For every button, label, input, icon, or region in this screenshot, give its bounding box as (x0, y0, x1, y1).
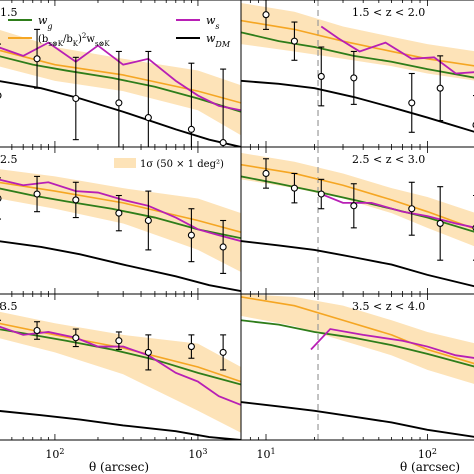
plot-area (0, 302, 241, 440)
panel-bottom-left: z < 3.5 (0, 293, 242, 441)
panel-label: 3.5 < z < 4.0 (352, 300, 425, 313)
series-cross (241, 163, 474, 230)
data-point (72, 328, 80, 348)
panels: z < 1.5 1.5 < z < 2.0 z < 2.5 2.5 < z < 3.0… (0, 0, 474, 441)
x-tick-label-right-100: 102 (418, 447, 437, 462)
panel-top-right: 1.5 < z < 2.0 (240, 0, 474, 148)
data-point (0, 43, 2, 147)
data-point (187, 208, 195, 263)
data-point (187, 334, 195, 359)
series-wDM (0, 80, 241, 147)
data-point (72, 56, 80, 141)
data-point (219, 334, 227, 371)
data-point (290, 172, 298, 204)
panel-label: z < 2.5 (0, 153, 18, 166)
data-point (290, 21, 298, 61)
data-point (262, 158, 270, 189)
data-point (408, 181, 416, 236)
panel-middle-left: z < 2.5 (0, 146, 242, 295)
legend-band-swatch (114, 158, 136, 168)
data-point (219, 219, 227, 274)
data-point (33, 175, 41, 213)
series-wS (0, 325, 241, 406)
panel-label: 1.5 < z < 2.0 (352, 6, 425, 19)
series-wDM (241, 401, 474, 438)
data-point (436, 55, 444, 122)
x-axis-label-right: θ (arcsec) (400, 460, 460, 474)
data-point (436, 186, 444, 261)
data-point (317, 178, 325, 210)
legend-wS: ws (206, 14, 220, 31)
series-wDM (0, 410, 241, 440)
x-tick-label-right-10: 101 (256, 447, 275, 462)
data-point (115, 50, 123, 147)
series-cross (241, 296, 474, 365)
data-point (144, 50, 152, 147)
legend-wg: wg (38, 14, 53, 31)
plot-area (0, 28, 241, 147)
band-1sigma (0, 30, 241, 136)
plot-area (241, 147, 474, 294)
data-point (72, 181, 80, 219)
x-tick-label-left-100: 102 (45, 447, 64, 462)
series-wS (320, 25, 474, 75)
data-point (317, 46, 325, 107)
panel-middle-right: 2.5 < z < 3.0 (240, 146, 474, 295)
series-wDM (241, 240, 474, 288)
legend-wDM: wDM (206, 32, 231, 49)
series-wS (0, 178, 241, 242)
data-point (219, 68, 227, 147)
panel-label: z < 3.5 (0, 300, 18, 313)
series-cross (0, 181, 241, 234)
data-point (0, 177, 2, 220)
band-1sigma (0, 311, 241, 433)
data-point (33, 28, 41, 89)
series-wS (320, 193, 474, 229)
data-point (144, 334, 152, 371)
x-tick-label-left-1000: 103 (188, 447, 207, 462)
x-axis-label-left: θ (arcsec) (89, 460, 149, 474)
series-wg (0, 328, 241, 386)
plot-area (241, 294, 474, 440)
panel-label: z < 1.5 (0, 6, 18, 19)
data-point (350, 183, 358, 229)
legend-cross: (bs⊗K/bK)2ws⊗K (38, 32, 110, 48)
data-point (115, 194, 123, 232)
series-wS (310, 328, 474, 359)
series-wS (0, 41, 241, 112)
panel-bottom-right: 3.5 < z < 4.0 (240, 293, 474, 441)
data-point (408, 72, 416, 133)
data-point (144, 190, 152, 251)
series-wg (0, 55, 241, 113)
band-1sigma (241, 152, 474, 247)
panel-label: 2.5 < z < 3.0 (352, 153, 425, 166)
legend-band: 1σ (50 × 1 deg²) (140, 159, 224, 170)
data-point (33, 321, 41, 340)
series-wDM (0, 240, 241, 292)
data-point (350, 50, 358, 105)
band-1sigma (0, 169, 241, 272)
data-point (187, 62, 195, 147)
panel-frame (240, 293, 474, 441)
plot-area (0, 169, 241, 292)
plot-area (241, 0, 474, 147)
band-1sigma (241, 2, 474, 81)
series-wg (241, 319, 474, 368)
data-point (115, 331, 123, 351)
series-cross (241, 19, 474, 67)
data-point (0, 302, 2, 321)
